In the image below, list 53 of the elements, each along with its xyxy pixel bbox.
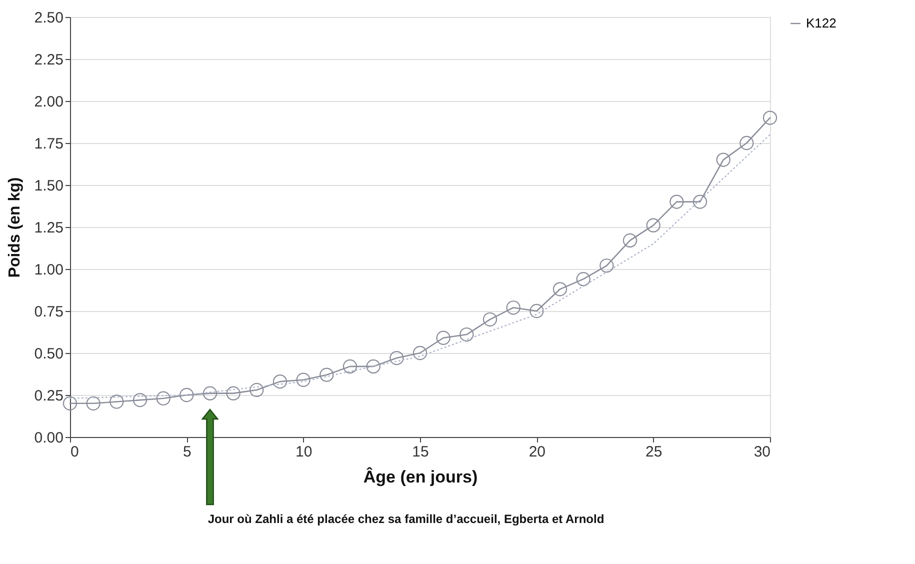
point	[226, 386, 240, 400]
point	[460, 327, 474, 342]
y-tick-label: 2.00	[34, 94, 64, 110]
point	[250, 382, 264, 398]
point	[482, 312, 498, 326]
point	[622, 233, 638, 248]
x-tick-label: 0	[70, 444, 79, 460]
x-tick-label: 30	[754, 444, 770, 460]
y-tick-label: 1.25	[34, 220, 64, 236]
x-tick-label: 25	[645, 444, 662, 460]
point	[506, 300, 520, 315]
point	[436, 330, 450, 345]
y-tick-label: 0.50	[34, 346, 64, 362]
x-axis-title: Âge (en jours)	[363, 466, 478, 486]
point	[670, 194, 684, 209]
y-tick-label: 0.75	[34, 304, 64, 320]
point	[86, 396, 100, 410]
point	[180, 388, 194, 402]
y-tick-label: 1.50	[34, 178, 64, 194]
point	[272, 374, 288, 389]
point	[576, 272, 590, 286]
point	[646, 218, 660, 232]
point	[296, 372, 310, 387]
point	[132, 392, 148, 408]
point	[740, 136, 754, 150]
point	[412, 346, 428, 360]
point	[600, 258, 614, 273]
point	[366, 359, 380, 374]
y-tick-label: 1.00	[34, 262, 64, 278]
y-tick-label: 0.00	[34, 430, 64, 446]
point	[342, 359, 358, 374]
y-tick-label: 2.50	[34, 10, 64, 26]
point	[552, 282, 568, 296]
point	[716, 152, 730, 167]
y-axis-title: Poids (en kg)	[6, 177, 24, 278]
x-tick-label: 20	[528, 444, 546, 460]
point	[202, 386, 218, 400]
x-tick-label: 10	[295, 444, 312, 460]
point	[62, 396, 78, 410]
point	[156, 391, 170, 406]
point	[762, 110, 778, 125]
point	[110, 394, 124, 409]
point	[692, 194, 708, 209]
point	[320, 368, 334, 382]
legend-label: K122	[806, 16, 836, 30]
x-tick-label: 15	[412, 444, 429, 460]
x-tick-label: 5	[182, 444, 192, 460]
y-tick-label: 2.25	[34, 52, 64, 68]
point	[530, 304, 544, 318]
text: Jour où Zahli a été placée chez sa famille d’accueil, Egberta et Arnold	[208, 512, 604, 526]
point	[390, 350, 404, 366]
y-tick-label: 0.25	[34, 388, 64, 404]
y-tick-label: 1.75	[34, 136, 64, 152]
